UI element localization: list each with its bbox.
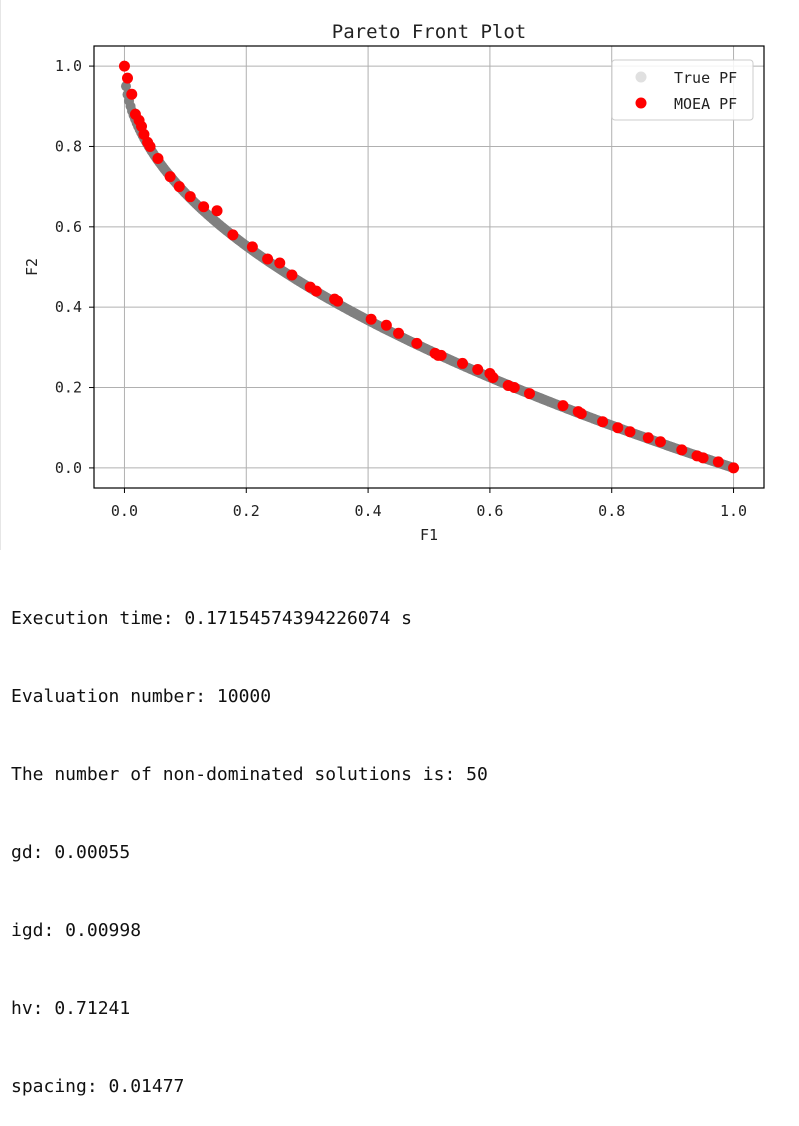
y-tick-label-4: 0.8 xyxy=(55,137,82,155)
moea-pf-point xyxy=(654,436,666,448)
moea-pf-point xyxy=(524,388,535,400)
moea-pf-point xyxy=(198,201,210,213)
moea-pf-point xyxy=(184,191,196,203)
console-line-gd: gd: 0.00055 xyxy=(11,842,131,863)
moea-pf-point xyxy=(487,372,499,383)
x-axis-label: F1 xyxy=(420,526,438,544)
legend: True PF MOEA PF xyxy=(611,59,754,121)
legend-marker-true-pf xyxy=(635,71,647,83)
moea-pf-point xyxy=(597,416,609,428)
moea-pf-point xyxy=(144,140,156,152)
x-tick-label-5: 1.0 xyxy=(720,502,747,520)
y-tick-label-0: 0.0 xyxy=(55,459,82,477)
moea-pf-point xyxy=(274,257,286,269)
moea-pf-point xyxy=(472,363,484,375)
moea-pf-point xyxy=(697,452,709,464)
moea-pf-point xyxy=(262,253,274,265)
console-output: Execution time: 0.17154574394226074 s Ev… xyxy=(11,554,488,1126)
legend-marker-moea-pf xyxy=(635,97,647,109)
y-tick-label-3: 0.6 xyxy=(55,218,82,236)
moea-pf-point xyxy=(126,88,138,100)
plot-frame xyxy=(93,45,765,489)
moea-pf-point xyxy=(286,269,298,281)
x-tick-label-3: 0.6 xyxy=(476,502,503,520)
moea-pf-point xyxy=(508,382,520,394)
chart-title: Pareto Front Plot xyxy=(332,21,526,43)
moea-pf-point xyxy=(164,171,176,183)
moea-pf-point xyxy=(118,60,130,72)
moea-pf-point xyxy=(173,181,185,193)
pareto-chart: 0.0 0.2 0.4 0.6 0.8 1.0 0.0 0.2 0.4 0.6 0.8 1.0 Pare… xyxy=(23,21,765,544)
moea-pf-point xyxy=(310,285,322,297)
console-line-hv: hv: 0.71241 xyxy=(11,998,131,1019)
moea-pf-point xyxy=(380,319,392,331)
moea-pf-point xyxy=(332,295,344,307)
moea-pf-point xyxy=(457,357,468,369)
moea-pf-point xyxy=(575,408,587,420)
series-moea-pf xyxy=(118,60,740,474)
console-line-evaluation-number: Evaluation number: 10000 xyxy=(11,686,272,707)
moea-pf-point xyxy=(227,229,239,241)
y-tick-label-5: 1.0 xyxy=(55,57,82,75)
true-pf-point xyxy=(120,81,131,92)
console-line-execution-time: Execution time: 0.17154574394226074 s xyxy=(11,608,412,629)
moea-pf-point xyxy=(122,72,133,84)
moea-pf-point xyxy=(393,327,405,339)
moea-pf-point xyxy=(435,349,447,361)
moea-pf-point xyxy=(624,426,636,438)
x-tick-label-4: 0.8 xyxy=(598,502,625,520)
y-axis-label: F2 xyxy=(23,258,41,276)
moea-pf-point xyxy=(211,205,223,217)
x-tick-label-2: 0.4 xyxy=(355,502,382,520)
y-tick-label-2: 0.4 xyxy=(55,298,82,316)
moea-pf-point xyxy=(728,462,740,474)
moea-pf-point xyxy=(411,337,423,349)
console-line-igd: igd: 0.00998 xyxy=(11,920,142,941)
legend-box xyxy=(611,59,754,121)
moea-pf-point xyxy=(676,444,688,456)
console-line-non-dominated-count: The number of non-dominated solutions is… xyxy=(11,764,488,785)
x-tick-label-1: 0.2 xyxy=(233,502,260,520)
figure: 0.0 0.2 0.4 0.6 0.8 1.0 0.0 0.2 0.4 0.6 0.8 1.0 Pare… xyxy=(0,0,799,550)
moea-pf-point xyxy=(612,422,624,434)
y-tick-label-1: 0.2 xyxy=(55,379,82,397)
moea-pf-point xyxy=(642,432,654,444)
legend-label-true-pf: True PF xyxy=(674,69,737,87)
console-line-spacing: spacing: 0.01477 xyxy=(11,1076,185,1097)
x-tick-label-0: 0.0 xyxy=(111,502,138,520)
moea-pf-point xyxy=(557,400,569,412)
legend-label-moea-pf: MOEA PF xyxy=(674,95,737,113)
moea-pf-point xyxy=(365,313,377,325)
moea-pf-point xyxy=(712,456,724,468)
moea-pf-point xyxy=(246,241,258,253)
moea-pf-point xyxy=(152,153,164,165)
